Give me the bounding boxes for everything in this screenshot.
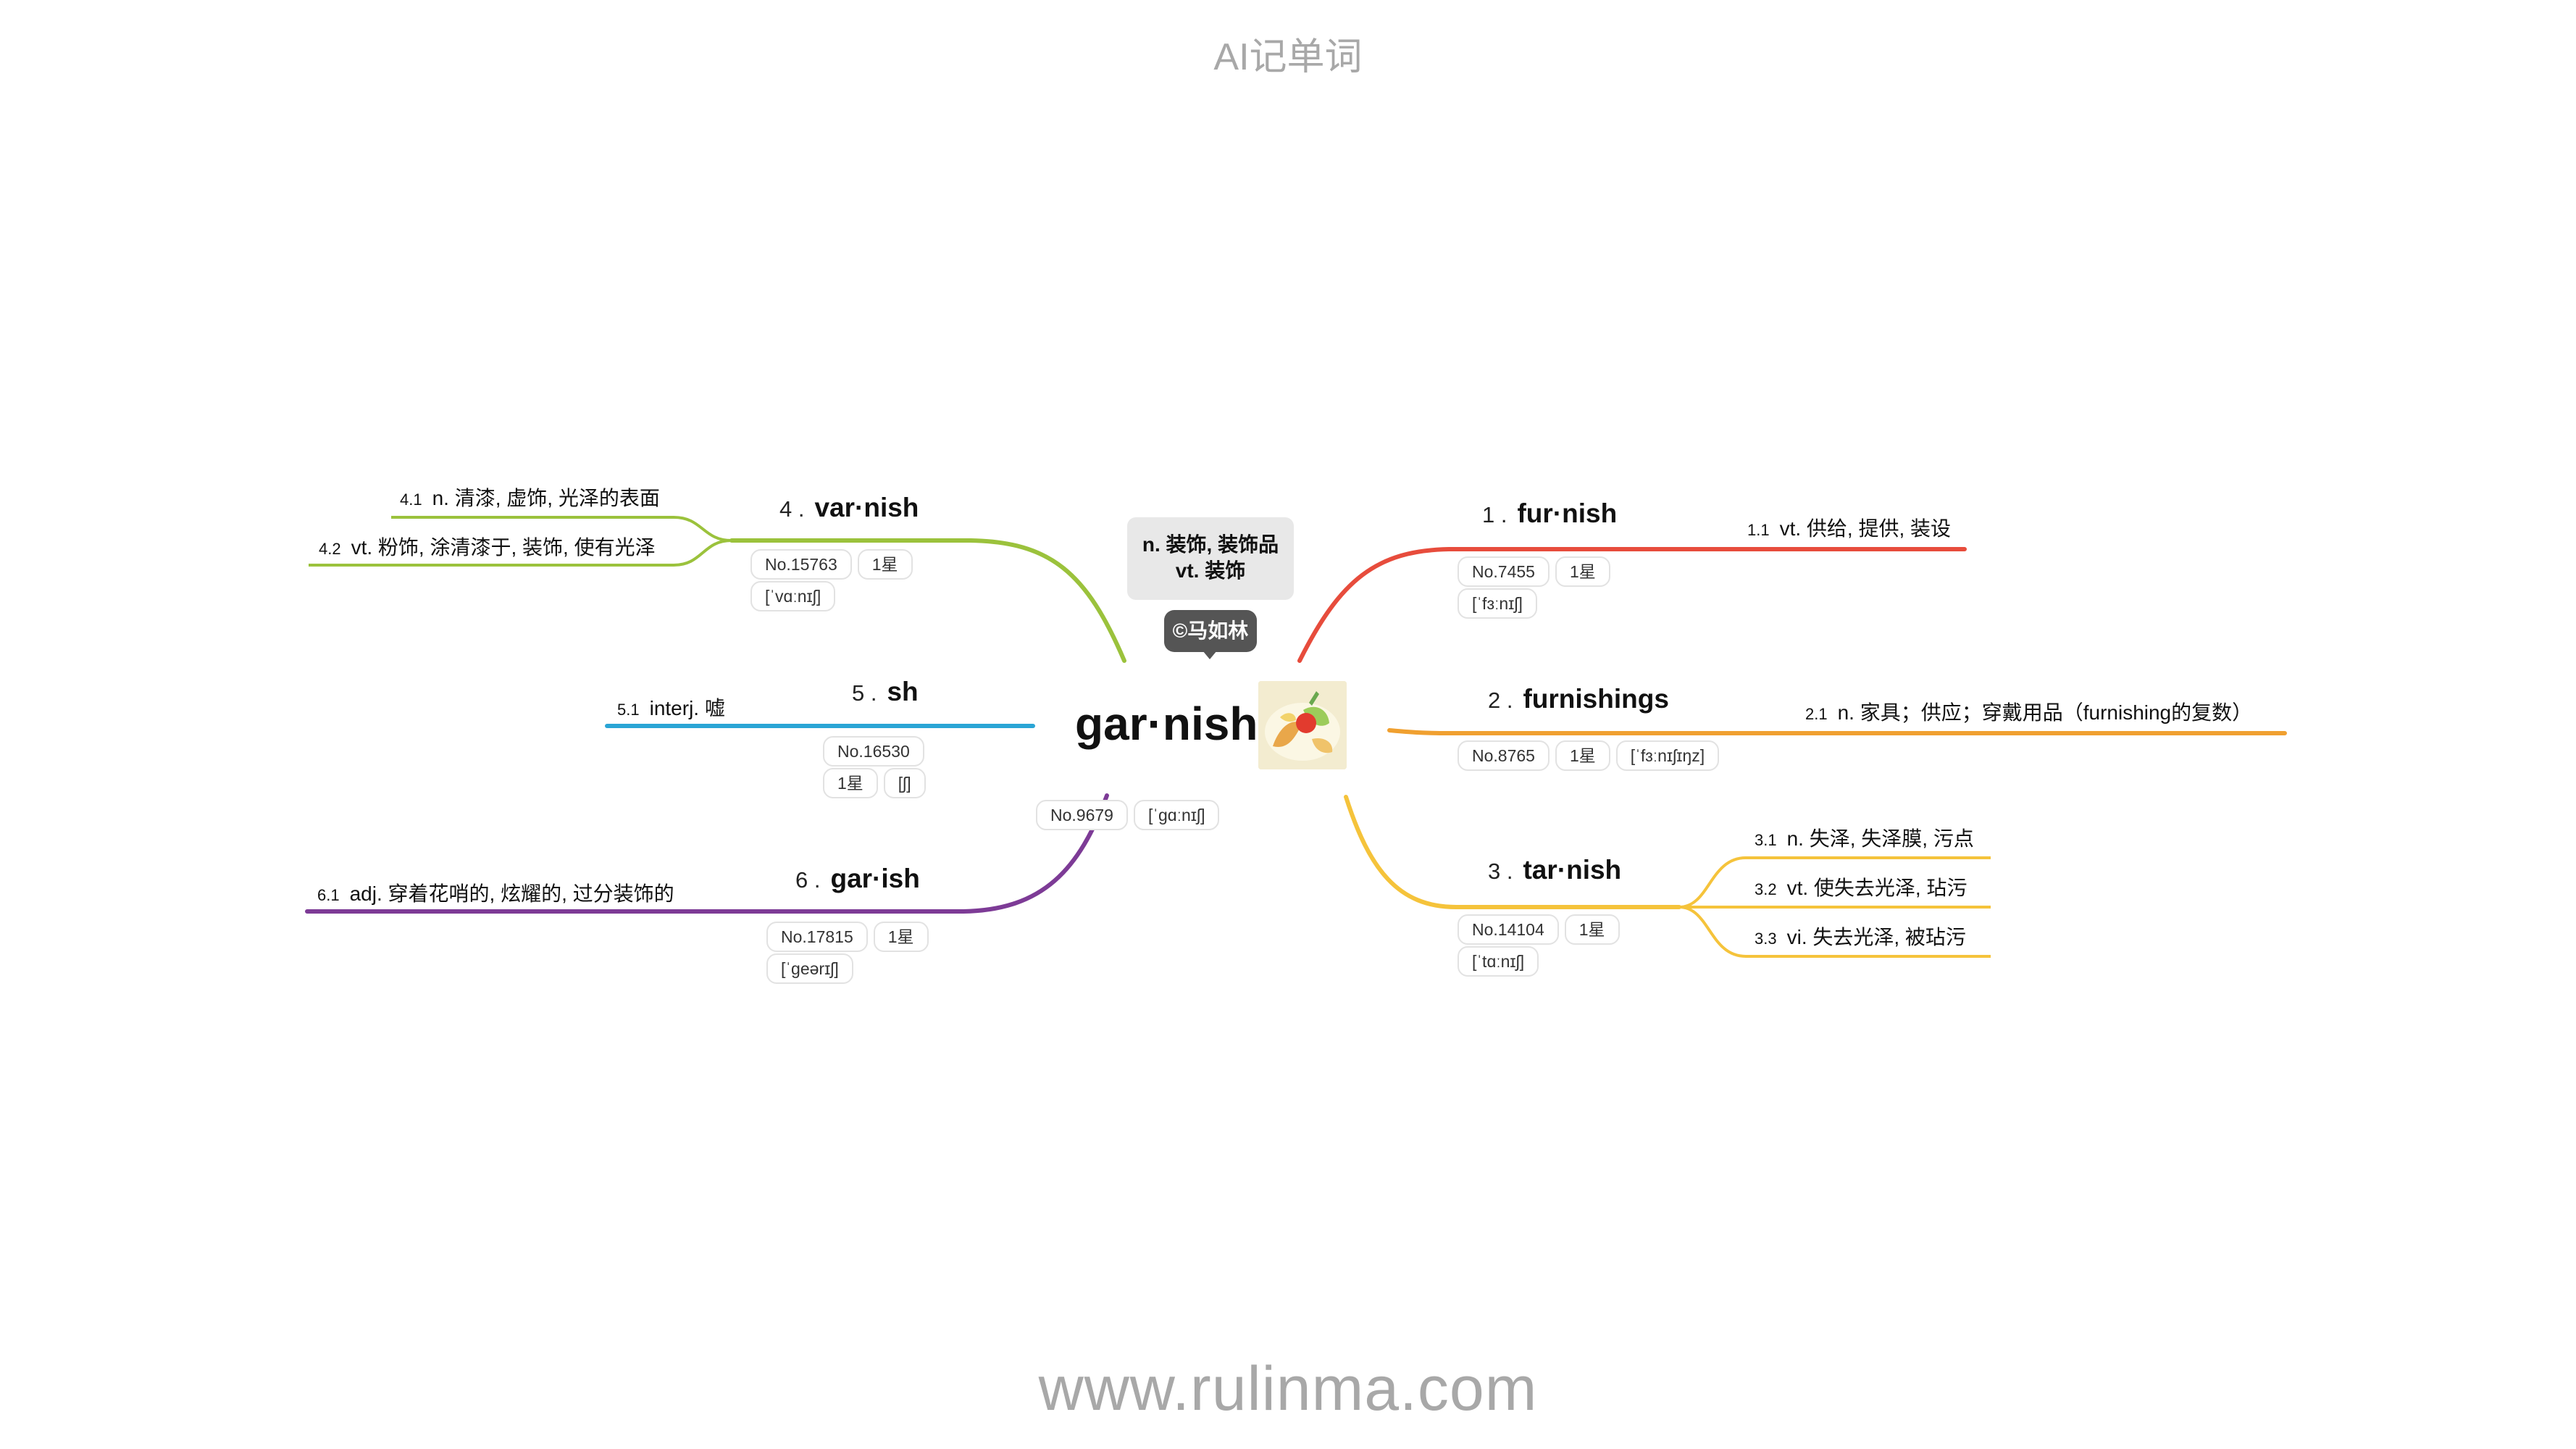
meaning-4-2-number: 4.2 [319, 540, 341, 558]
branch-6-star-tag: 1星 [873, 922, 929, 952]
branch-2-number: 2 . [1488, 688, 1513, 713]
branch-1-title[interactable]: 1 . fur·nish [1482, 498, 1617, 529]
branch-2-no-tag: No.8765 [1458, 740, 1550, 771]
branch-5-title[interactable]: 5 . sh [852, 677, 919, 707]
meaning-3-3-text: vi. 失去光泽, 被玷污 [1786, 926, 1966, 948]
branch-5-phonetic-tag: [ʃ] [883, 768, 926, 798]
branch-1-word: fur·nish [1517, 498, 1618, 528]
copyright-badge: ©马如林 [1164, 610, 1257, 652]
link-branch-2 [1387, 728, 2287, 735]
branch-5-tags-row2: 1星 [ʃ] [823, 768, 926, 798]
branch-3-word: tar·nish [1523, 855, 1622, 885]
link-branch-1 [1297, 547, 1967, 663]
branch-6-word: gar·ish [830, 864, 920, 893]
branch-4-star-tag: 1星 [857, 549, 913, 580]
branch-4-no-tag: No.15763 [750, 549, 852, 580]
branch-4-number: 4 . [779, 496, 805, 522]
branch-2-phonetic-tag: [ˈfɜːnɪʃɪŋz] [1615, 740, 1720, 771]
branch-5-tags: No.16530 [823, 736, 924, 767]
meaning-5-1[interactable]: 5.1 interj. 嘘 [617, 693, 725, 722]
branch-6-tags: No.17815 1星 [766, 922, 929, 952]
meaning-2-1-text: n. 家具；供应；穿戴用品（furnishing的复数） [1837, 701, 2253, 724]
branch-6-tags-row2: [ˈɡeərɪʃ] [766, 953, 853, 984]
branch-6-no-tag: No.17815 [766, 922, 868, 952]
branch-3-tags-row2: [ˈtɑːnɪʃ] [1458, 946, 1539, 977]
center-def-line-1: n. 装饰, 装饰品 [1142, 533, 1279, 556]
meaning-4-1-number: 4.1 [400, 490, 422, 509]
branch-3-tags: No.14104 1星 [1458, 914, 1620, 945]
branch-2-title[interactable]: 2 . furnishings [1488, 684, 1669, 714]
branch-5-word: sh [887, 677, 919, 706]
garnish-food-image [1258, 681, 1347, 769]
meaning-2-1[interactable]: 2.1 n. 家具；供应；穿戴用品（furnishing的复数） [1805, 697, 2252, 726]
link-branch-3 [1344, 795, 1681, 909]
branch-3-phonetic-tag: [ˈtɑːnɪʃ] [1458, 946, 1539, 977]
center-no-tag: No.9679 [1036, 800, 1128, 830]
branch-5-star-tag: 1星 [823, 768, 878, 798]
branch-6-phonetic-tag: [ˈɡeərɪʃ] [766, 953, 853, 984]
meaning-3-1-text: n. 失泽, 失泽膜, 污点 [1786, 827, 1974, 850]
app-title: AI记单词 [1213, 36, 1363, 78]
site-watermark: www.rulinma.com [1038, 1354, 1538, 1424]
link-meaning-3-1 [1678, 856, 1991, 909]
branch-3-number: 3 . [1488, 859, 1513, 884]
branch-1-star-tag: 1星 [1555, 556, 1610, 587]
meaning-2-1-number: 2.1 [1805, 705, 1828, 723]
link-meaning-4-1 [391, 516, 732, 542]
branch-2-star-tag: 1星 [1555, 740, 1610, 771]
meaning-1-1-text: vt. 供给, 提供, 装设 [1779, 517, 1952, 540]
meaning-6-1-number: 6.1 [317, 886, 340, 904]
branch-5-no-tag: No.16530 [823, 736, 924, 767]
branch-4-tags: No.15763 1星 [750, 549, 913, 580]
meaning-5-1-text: interj. 嘘 [649, 697, 725, 719]
branch-4-phonetic-tag: [ˈvɑːnɪʃ] [750, 581, 836, 611]
branch-5-number: 5 . [852, 680, 877, 706]
meaning-6-1-text: adj. 穿着花哨的, 炫耀的, 过分装饰的 [349, 882, 674, 905]
meaning-3-3-number: 3.3 [1755, 930, 1777, 948]
meaning-1-1[interactable]: 1.1 vt. 供给, 提供, 装设 [1747, 513, 1951, 542]
meaning-3-3[interactable]: 3.3 vi. 失去光泽, 被玷污 [1755, 922, 1966, 951]
meaning-4-2[interactable]: 4.2 vt. 粉饰, 涂清漆于, 装饰, 使有光泽 [319, 532, 656, 561]
link-meaning-4-2 [309, 539, 732, 567]
branch-2-word: furnishings [1523, 684, 1669, 714]
meaning-3-2-text: vt. 使失去光泽, 玷污 [1786, 877, 1967, 899]
branch-3-title[interactable]: 3 . tar·nish [1488, 855, 1621, 885]
garnish-food-image-drawing [1258, 681, 1347, 769]
branch-3-star-tag: 1星 [1564, 914, 1620, 945]
branch-2-tags: No.8765 1星 [ˈfɜːnɪʃɪŋz] [1458, 740, 1720, 771]
branch-4-title[interactable]: 4 . var·nish [779, 493, 919, 523]
branch-1-tags-row2: [ˈfɜːnɪʃ] [1458, 588, 1537, 619]
link-branch-4 [729, 538, 1126, 663]
meaning-3-1[interactable]: 3.1 n. 失泽, 失泽膜, 污点 [1755, 823, 1974, 852]
center-word[interactable]: gar·nish [1075, 698, 1258, 750]
meaning-4-1[interactable]: 4.1 n. 清漆, 虚饰, 光泽的表面 [400, 483, 660, 511]
meaning-3-2-number: 3.2 [1755, 880, 1777, 898]
branch-4-word: var·nish [814, 493, 919, 522]
meaning-6-1[interactable]: 6.1 adj. 穿着花哨的, 炫耀的, 过分装饰的 [317, 878, 674, 907]
meaning-5-1-number: 5.1 [617, 701, 640, 719]
copyright-badge-pointer [1203, 651, 1217, 659]
link-meaning-3-3 [1678, 906, 1991, 958]
branch-4-tags-row2: [ˈvɑːnɪʃ] [750, 581, 836, 611]
branch-6-number: 6 . [795, 867, 821, 893]
meaning-3-2[interactable]: 3.2 vt. 使失去光泽, 玷污 [1755, 872, 1967, 901]
center-definition-callout: n. 装饰, 装饰品 vt. 装饰 [1127, 517, 1294, 600]
branch-1-number: 1 . [1482, 502, 1507, 527]
center-def-line-2: vt. 装饰 [1175, 559, 1246, 582]
branch-3-no-tag: No.14104 [1458, 914, 1559, 945]
branch-6-title[interactable]: 6 . gar·ish [795, 864, 920, 894]
meaning-4-1-text: n. 清漆, 虚饰, 光泽的表面 [432, 487, 660, 509]
center-phonetic-tag: [ˈɡɑːnɪʃ] [1133, 800, 1220, 830]
meaning-3-1-number: 3.1 [1755, 831, 1777, 849]
meaning-4-2-text: vt. 粉饰, 涂清漆于, 装饰, 使有光泽 [351, 536, 656, 559]
branch-1-phonetic-tag: [ˈfɜːnɪʃ] [1458, 588, 1537, 619]
center-tags: No.9679 [ˈɡɑːnɪʃ] [1036, 800, 1220, 830]
branch-1-tags: No.7455 1星 [1458, 556, 1610, 587]
meaning-1-1-number: 1.1 [1747, 521, 1770, 539]
branch-1-no-tag: No.7455 [1458, 556, 1550, 587]
